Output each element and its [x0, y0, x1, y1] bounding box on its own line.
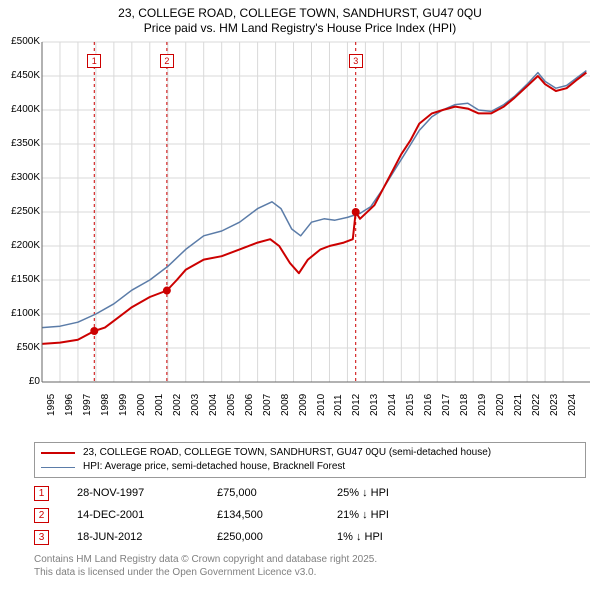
y-tick-label: £500K: [0, 36, 40, 47]
sales-row: 2 14-DEC-2001£134,50021% ↓ HPI: [34, 504, 586, 526]
x-tick-label: 1998: [100, 394, 111, 416]
x-tick-label: 2023: [549, 394, 560, 416]
legend-label: 23, COLLEGE ROAD, COLLEGE TOWN, SANDHURS…: [83, 446, 491, 460]
title-line-2: Price paid vs. HM Land Registry's House …: [0, 21, 600, 36]
sale-date: 14-DEC-2001: [77, 509, 217, 521]
x-tick-label: 2016: [423, 394, 434, 416]
x-tick-label: 2002: [172, 394, 183, 416]
title-line-1: 23, COLLEGE ROAD, COLLEGE TOWN, SANDHURS…: [0, 6, 600, 21]
x-tick-label: 2012: [351, 394, 362, 416]
x-tick-label: 2017: [441, 394, 452, 416]
legend-row: 23, COLLEGE ROAD, COLLEGE TOWN, SANDHURS…: [41, 446, 579, 460]
attribution-line-2: This data is licensed under the Open Gov…: [34, 567, 586, 580]
y-tick-label: £250K: [0, 206, 40, 217]
x-tick-label: 2011: [333, 394, 344, 416]
chart-area: £0 £50K £100K £150K £200K £250K £300K £350K £400…: [0, 36, 600, 436]
x-tick-label: 2024: [567, 394, 578, 416]
legend-swatch: [41, 452, 75, 454]
title-block: 23, COLLEGE ROAD, COLLEGE TOWN, SANDHURS…: [0, 0, 600, 36]
y-tick-label: £150K: [0, 274, 40, 285]
x-tick-label: 2007: [262, 394, 273, 416]
x-tick-label: 1997: [82, 394, 93, 416]
y-tick-label: £350K: [0, 138, 40, 149]
sale-hpi-delta: 25% ↓ HPI: [337, 487, 477, 499]
sale-price: £134,500: [217, 509, 337, 521]
sale-callout: 1: [87, 54, 101, 68]
attribution: Contains HM Land Registry data © Crown c…: [34, 554, 586, 579]
legend-swatch: [41, 467, 75, 468]
sale-date: 18-JUN-2012: [77, 531, 217, 543]
legend: 23, COLLEGE ROAD, COLLEGE TOWN, SANDHURS…: [34, 442, 586, 478]
x-tick-label: 2021: [513, 394, 524, 416]
sales-row: 3 18-JUN-2012£250,0001% ↓ HPI: [34, 526, 586, 548]
x-tick-label: 2015: [405, 394, 416, 416]
x-tick-label: 1999: [118, 394, 129, 416]
attribution-line-1: Contains HM Land Registry data © Crown c…: [34, 554, 586, 567]
x-tick-label: 2000: [136, 394, 147, 416]
x-tick-label: 2022: [531, 394, 542, 416]
sales-table: 1 28-NOV-1997£75,00025% ↓ HPI 2 14-DEC-2001…: [34, 482, 586, 548]
y-tick-label: £400K: [0, 104, 40, 115]
y-tick-label: £0: [0, 376, 40, 387]
x-tick-label: 2009: [298, 394, 309, 416]
x-tick-label: 2001: [154, 394, 165, 416]
x-tick-label: 2004: [208, 394, 219, 416]
y-tick-label: £50K: [0, 342, 40, 353]
chart-svg: [0, 36, 600, 436]
y-tick-label: £100K: [0, 308, 40, 319]
legend-label: HPI: Average price, semi-detached house,…: [83, 460, 345, 474]
y-tick-label: £450K: [0, 70, 40, 81]
x-tick-label: 2008: [280, 394, 291, 416]
x-tick-label: 1995: [46, 394, 57, 416]
x-tick-label: 1996: [64, 394, 75, 416]
sale-callout: 2: [160, 54, 174, 68]
x-tick-label: 2020: [495, 394, 506, 416]
sales-row: 1 28-NOV-1997£75,00025% ↓ HPI: [34, 482, 586, 504]
legend-row: HPI: Average price, semi-detached house,…: [41, 460, 579, 474]
x-tick-label: 2006: [244, 394, 255, 416]
sale-date: 28-NOV-1997: [77, 487, 217, 499]
x-tick-label: 2018: [459, 394, 470, 416]
figure-container: 23, COLLEGE ROAD, COLLEGE TOWN, SANDHURS…: [0, 0, 600, 590]
sale-marker-icon: 2: [34, 508, 49, 523]
sale-marker-icon: 3: [34, 530, 49, 545]
sale-price: £75,000: [217, 487, 337, 499]
sale-marker-icon: 1: [34, 486, 49, 501]
x-tick-label: 2010: [316, 394, 327, 416]
y-tick-label: £200K: [0, 240, 40, 251]
sale-price: £250,000: [217, 531, 337, 543]
x-tick-label: 2019: [477, 394, 488, 416]
x-tick-label: 2014: [387, 394, 398, 416]
sale-hpi-delta: 1% ↓ HPI: [337, 531, 477, 543]
x-tick-label: 2013: [369, 394, 380, 416]
sale-hpi-delta: 21% ↓ HPI: [337, 509, 477, 521]
x-tick-label: 2003: [190, 394, 201, 416]
sale-callout: 3: [349, 54, 363, 68]
y-tick-label: £300K: [0, 172, 40, 183]
x-tick-label: 2005: [226, 394, 237, 416]
